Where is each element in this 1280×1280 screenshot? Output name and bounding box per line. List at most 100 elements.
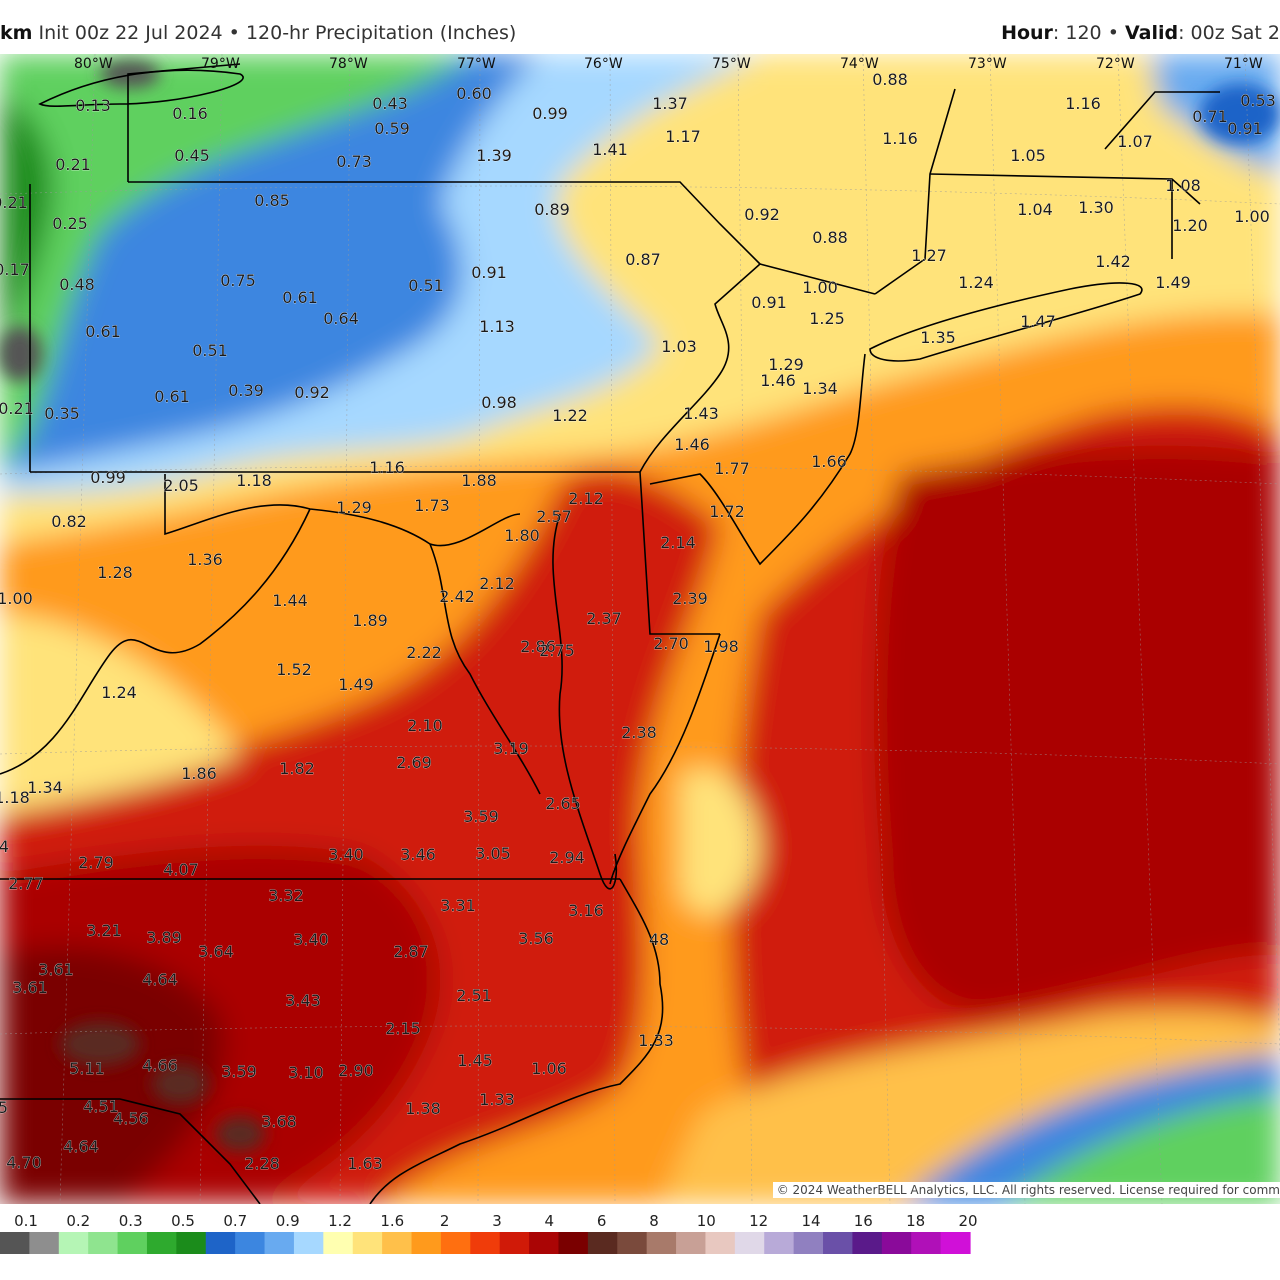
precip-value-label: 1.86 [181, 764, 217, 783]
precip-value-label: 1.34 [27, 778, 63, 797]
precip-value-label: 3.61 [38, 960, 74, 979]
precip-value-label: 0.21 [55, 155, 91, 174]
precip-value-label: 1.47 [1020, 312, 1056, 331]
valid-value: : 00z Sat 2 [1178, 22, 1280, 44]
precip-dark-patches [0, 60, 1280, 1152]
precip-value-label: 3.05 [475, 844, 511, 863]
precip-value-label: 1.33 [638, 1031, 674, 1050]
lon-label-80w: 80°W [74, 56, 113, 72]
legend-swatch [646, 1232, 677, 1254]
precip-value-label: 0.92 [294, 383, 330, 402]
precip-value-label: 1.66 [811, 452, 847, 471]
legend-swatch [499, 1232, 530, 1254]
delmarva-coast [609, 633, 721, 885]
precip-value-label: 4.51 [83, 1097, 119, 1116]
legend-tick-label: 20 [958, 1212, 977, 1230]
precip-value-label: 3.46 [400, 845, 436, 864]
precip-value-label: 1.28 [97, 563, 133, 582]
precip-value-label: 3.32 [268, 886, 304, 905]
precip-value-label: 1.82 [279, 759, 315, 778]
lake-erie-shore [38, 69, 244, 108]
precip-value-label: 5.11 [69, 1059, 105, 1078]
chesapeake [552, 513, 618, 890]
precip-value-label: 2.12 [479, 574, 515, 593]
precip-value-label: 1.36 [187, 550, 223, 569]
precip-value-label: 1.63 [347, 1154, 383, 1173]
precip-value-label: 1.37 [652, 94, 688, 113]
precip-value-label: 1.98 [703, 637, 739, 656]
legend-tick-label: 14 [801, 1212, 820, 1230]
precip-value-label: 1.77 [714, 459, 750, 478]
legend-tick-label: 12 [749, 1212, 768, 1230]
legend-swatch [852, 1232, 883, 1254]
longitude-labels: 80°W 79°W 78°W 77°W 76°W 75°W 74°W 73°W … [74, 56, 1263, 72]
precip-value-label: 0.16 [172, 104, 208, 123]
legend-swatch [558, 1232, 589, 1254]
precip-west-yellow [0, 614, 240, 814]
precip-value-label: 3.64 [198, 942, 234, 961]
legend-tick-label: 0.7 [223, 1212, 247, 1230]
precip-value-label: 1.03 [661, 337, 697, 356]
precip-value-label: 1.89 [352, 611, 388, 630]
precip-value-label: 2.05 [163, 476, 199, 495]
precip-green [0, 54, 470, 474]
lon-label-79w: 79°W [201, 56, 240, 72]
precip-value-label: 0.64 [323, 309, 359, 328]
precip-value-label: 0.61 [154, 387, 190, 406]
precip-value-label: 0.73 [336, 152, 372, 171]
legend-swatch [823, 1232, 854, 1254]
legend-tick-label: 0.1 [14, 1212, 38, 1230]
precip-value-label: 1.27 [911, 246, 947, 265]
legend-swatch [881, 1232, 912, 1254]
legend-swatch [940, 1232, 971, 1254]
precip-value-label: 1.24 [101, 683, 137, 702]
precip-value-label: 0.61 [85, 322, 121, 341]
precip-value-label: 1.44 [272, 591, 308, 610]
precip-value-label: 1.49 [338, 675, 374, 694]
precip-value-label: 0.91 [471, 263, 507, 282]
precip-value-label: 1.45 [457, 1051, 493, 1070]
header-separator-2: • [1107, 22, 1119, 44]
legend-swatch [764, 1232, 795, 1254]
precip-value-label: 1.18 [0, 788, 30, 807]
precip-value-label: 2.12 [568, 489, 604, 508]
precip-value-label: 1.00 [1234, 207, 1270, 226]
legend-tick-label: 0.3 [119, 1212, 143, 1230]
precip-value-label: 2.87 [393, 942, 429, 961]
precip-value-label: 2.15 [385, 1019, 421, 1038]
precipitation-map: 80°W 79°W 78°W 77°W 76°W 75°W 74°W 73°W … [0, 54, 1280, 1204]
precip-value-label: 3.43 [285, 991, 321, 1010]
precip-value-label: 1.43 [683, 404, 719, 423]
precip-value-label: 1.22 [552, 406, 588, 425]
precip-value-label: 1.41 [592, 140, 628, 159]
lat-lon-grid [0, 54, 1280, 1204]
legend-swatch [264, 1232, 295, 1254]
precip-value-label: 3.56 [518, 929, 554, 948]
precip-value-label: 4.66 [142, 1056, 178, 1075]
precip-value-label: 1.04 [1017, 200, 1053, 219]
precip-ocean-light [680, 768, 760, 915]
precip-dark-green [0, 94, 53, 354]
precip-value-label: 1.24 [958, 273, 994, 292]
precip-value-label: 1.38 [405, 1099, 441, 1118]
precip-value-label: 1.00 [0, 589, 33, 608]
precip-value-label: 1.72 [709, 502, 745, 521]
precip-value-label: 3.68 [261, 1112, 297, 1131]
precip-value-label: 2.10 [407, 716, 443, 735]
precip-value-label: 4.56 [113, 1109, 149, 1128]
precip-value-label: 1.42 [1095, 252, 1131, 271]
precip-value-label: 0.43 [372, 94, 408, 113]
legend-swatch [440, 1232, 471, 1254]
legend-tick-label: 2 [440, 1212, 450, 1230]
precip-value-label: 0.82 [51, 512, 87, 531]
legend-swatch [587, 1232, 618, 1254]
precip-value-label: 0.21 [0, 193, 28, 212]
legend-tick-label: 0.9 [276, 1212, 300, 1230]
legend-swatch [529, 1232, 560, 1254]
precip-value-label: 2.65 [545, 794, 581, 813]
precip-value-label: 0.71 [1192, 107, 1228, 126]
precip-value-label: 1.18 [236, 471, 272, 490]
precip-value-label: 0.25 [52, 214, 88, 233]
legend-tick-label: 16 [854, 1212, 873, 1230]
precip-value-label: 1.07 [1117, 132, 1153, 151]
